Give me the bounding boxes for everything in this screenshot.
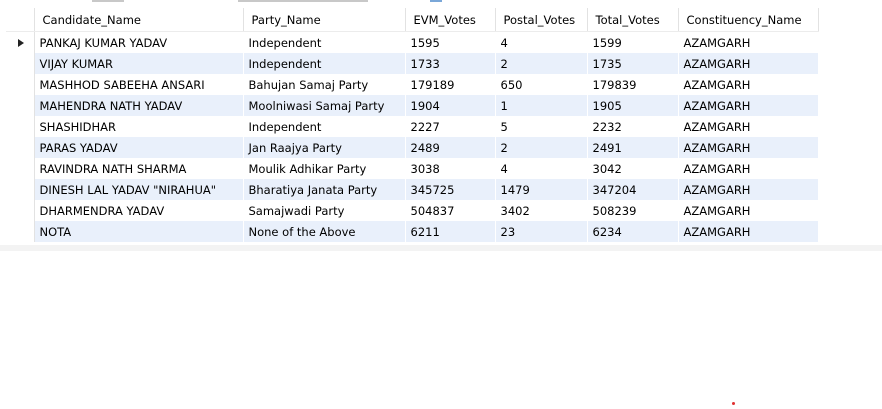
table-cell[interactable]: AZAMGARH (678, 95, 818, 116)
table-cell[interactable]: AZAMGARH (678, 53, 818, 74)
grid-bottom-band (0, 245, 882, 251)
table-cell[interactable]: 2232 (587, 116, 678, 137)
table-cell[interactable]: 347204 (587, 179, 678, 200)
table-cell[interactable]: 6211 (405, 221, 495, 242)
table-cell[interactable]: SHASHIDHAR (34, 116, 243, 137)
row-selector[interactable] (6, 179, 35, 200)
row-selector-header[interactable] (6, 8, 35, 32)
indicator-dot (732, 402, 735, 405)
table-cell[interactable]: Moolniwasi Samaj Party (243, 95, 405, 116)
column-header[interactable]: EVM_Votes (405, 8, 496, 32)
table-row[interactable]: PANKAJ KUMAR YADAV Independent 1595 4 1599 AZ… (6, 31, 818, 53)
table-row[interactable]: SHASHIDHAR Independent 2227 5 2232 AZAMGARH (6, 116, 818, 137)
table-cell[interactable]: AZAMGARH (678, 137, 818, 158)
table-cell[interactable]: DINESH LAL YADAV "NIRAHUA" (34, 179, 243, 200)
result-grid: Candidate_Name Party_Name EVM_Votes Post… (6, 8, 819, 242)
column-header[interactable]: Party_Name (243, 8, 406, 32)
table-row[interactable]: DHARMENDRA YADAV Samajwadi Party 504837 340… (6, 200, 818, 221)
table-cell[interactable]: MASHHOD SABEEHA ANSARI (34, 74, 243, 95)
table-cell[interactable]: AZAMGARH (678, 158, 818, 179)
table-cell[interactable]: 1479 (495, 179, 587, 200)
table-cell[interactable]: 6234 (587, 221, 678, 242)
table-cell[interactable]: AZAMGARH (678, 74, 818, 95)
table-cell[interactable]: 1905 (587, 95, 678, 116)
table-cell[interactable]: 650 (495, 74, 587, 95)
table-cell[interactable]: 2227 (405, 116, 495, 137)
table-cell[interactable]: 1599 (587, 31, 678, 53)
table-cell[interactable]: Independent (243, 53, 405, 74)
table-cell[interactable]: 4 (495, 31, 587, 53)
result-grid-panel: Candidate_Name Party_Name EVM_Votes Post… (0, 8, 882, 251)
table-cell[interactable]: 5 (495, 116, 587, 137)
table-cell[interactable]: 2489 (405, 137, 495, 158)
row-selector[interactable] (6, 74, 35, 95)
table-cell[interactable]: Independent (243, 31, 405, 53)
table-cell[interactable]: 2491 (587, 137, 678, 158)
row-selector[interactable] (6, 116, 35, 137)
column-header[interactable]: Total_Votes (587, 8, 679, 32)
table-cell[interactable]: 3042 (587, 158, 678, 179)
row-selector[interactable] (6, 200, 35, 221)
table-cell[interactable]: 1 (495, 95, 587, 116)
table-row[interactable]: DINESH LAL YADAV "NIRAHUA" Bharatiya Jana… (6, 179, 818, 200)
row-selector[interactable] (6, 158, 35, 179)
table-cell[interactable]: MAHENDRA NATH YADAV (34, 95, 243, 116)
row-selector[interactable] (6, 53, 35, 74)
table-cell[interactable]: Samajwadi Party (243, 200, 405, 221)
table-cell[interactable]: AZAMGARH (678, 179, 818, 200)
table-cell[interactable]: 508239 (587, 200, 678, 221)
header-row: Candidate_Name Party_Name EVM_Votes Post… (6, 8, 819, 32)
table-cell[interactable]: 179189 (405, 74, 495, 95)
table-cell[interactable]: Independent (243, 116, 405, 137)
table-cell[interactable]: AZAMGARH (678, 221, 818, 242)
column-header[interactable]: Postal_Votes (495, 8, 588, 32)
table-cell[interactable]: NOTA (34, 221, 243, 242)
table-cell[interactable]: Bahujan Samaj Party (243, 74, 405, 95)
table-row[interactable]: MASHHOD SABEEHA ANSARI Bahujan Samaj Part… (6, 74, 818, 95)
current-row-arrow-icon (17, 38, 24, 47)
row-selector[interactable] (6, 137, 35, 158)
table-cell[interactable]: 504837 (405, 200, 495, 221)
column-header[interactable]: Constituency_Name (678, 8, 819, 32)
table-cell[interactable]: 1733 (405, 53, 495, 74)
table-cell[interactable]: VIJAY KUMAR (34, 53, 243, 74)
table-row[interactable]: VIJAY KUMAR Independent 1733 2 1735 AZAMGARH (6, 53, 818, 74)
table-row[interactable]: RAVINDRA NATH SHARMA Moulik Adhikar Party… (6, 158, 818, 179)
table-cell[interactable]: None of the Above (243, 221, 405, 242)
table-cell[interactable]: Moulik Adhikar Party (243, 158, 405, 179)
row-selector[interactable] (6, 31, 35, 53)
table-cell[interactable]: AZAMGARH (678, 116, 818, 137)
table-cell[interactable]: 3402 (495, 200, 587, 221)
table-cell[interactable]: 345725 (405, 179, 495, 200)
table-cell[interactable]: Jan Raajya Party (243, 137, 405, 158)
row-selector[interactable] (6, 95, 35, 116)
table-cell[interactable]: 23 (495, 221, 587, 242)
table-cell[interactable]: 2 (495, 137, 587, 158)
table-row[interactable]: NOTA None of the Above 6211 23 6234 AZAMGARH (6, 221, 818, 242)
table-cell[interactable]: AZAMGARH (678, 200, 818, 221)
row-selector[interactable] (6, 221, 35, 242)
table-cell[interactable]: 2 (495, 53, 587, 74)
column-header[interactable]: Candidate_Name (34, 8, 244, 32)
table-cell[interactable]: 1735 (587, 53, 678, 74)
table-cell[interactable]: 179839 (587, 74, 678, 95)
table-cell[interactable]: PANKAJ KUMAR YADAV (34, 31, 243, 53)
table-cell[interactable]: 3038 (405, 158, 495, 179)
table-cell[interactable]: DHARMENDRA YADAV (34, 200, 243, 221)
table-row[interactable]: MAHENDRA NATH YADAV Moolniwasi Samaj Part… (6, 95, 818, 116)
table-cell[interactable]: AZAMGARH (678, 31, 818, 53)
table-cell[interactable]: RAVINDRA NATH SHARMA (34, 158, 243, 179)
table-cell[interactable]: Bharatiya Janata Party (243, 179, 405, 200)
table-cell[interactable]: 1904 (405, 95, 495, 116)
toolbar-strip (0, 0, 882, 8)
table-cell[interactable]: 1595 (405, 31, 495, 53)
table-row[interactable]: PARAS YADAV Jan Raajya Party 2489 2 2491 AZAM… (6, 137, 818, 158)
table-cell[interactable]: 4 (495, 158, 587, 179)
table-cell[interactable]: PARAS YADAV (34, 137, 243, 158)
